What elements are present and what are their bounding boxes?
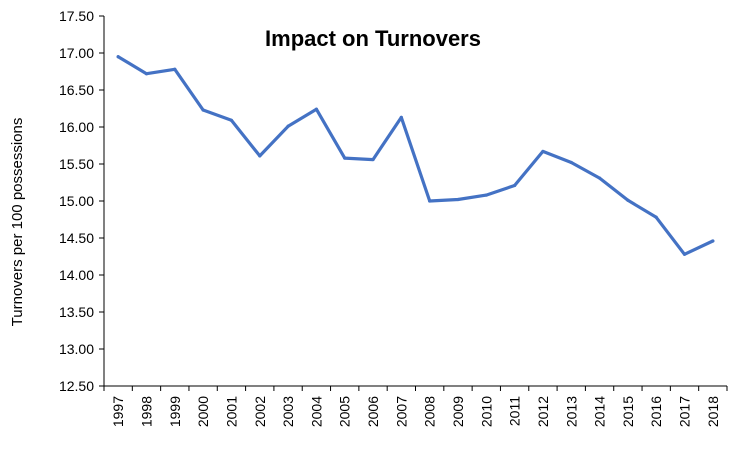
x-tick-label: 2005 [337,396,353,427]
data-point [371,157,375,162]
y-tick-label: 15.50 [59,156,94,172]
x-tick-label: 2009 [450,396,466,427]
data-point [173,67,177,71]
x-tick-label: 2013 [563,396,579,427]
data-point [229,118,234,122]
data-point [116,55,120,59]
x-tick-label: 1999 [167,396,183,427]
data-point [541,149,545,154]
x-axis: 1997 1998 1999 2000 2001 2002 2003 2004 2005 2006… [103,385,728,427]
y-tick-label: 14.50 [59,230,94,246]
y-axis-title: Turnovers per 100 possessions [9,118,26,327]
y-axis: 12.50 13.00 13.50 14.00 14.50 15.00 15.50 16.00… [59,8,105,394]
data-point [286,124,290,128]
x-tick-label: 1998 [138,396,154,427]
data-point [201,108,205,112]
data-point [456,197,460,202]
data-point [711,239,715,243]
x-tick-label: 1997 [110,396,126,427]
data-point [428,199,432,203]
x-tick-label: 2006 [365,396,381,427]
data-point [513,183,517,188]
y-tick-label: 16.00 [59,119,94,135]
data-point [597,176,602,180]
x-tick-label: 2007 [393,396,409,427]
y-tick-label: 15.00 [59,193,94,209]
x-tick-label: 2016 [648,396,664,427]
x-tick-label: 2008 [422,396,438,427]
data-point [343,156,347,160]
data-point [314,107,318,111]
data-point [399,115,403,119]
y-tick-label: 14.00 [59,267,94,283]
chart-title: Impact on Turnovers [265,26,481,51]
x-tick-label: 2003 [280,396,296,427]
x-tick-label: 2001 [223,396,239,427]
x-tick-label: 2012 [535,396,551,427]
data-point [569,160,573,165]
data-point [626,198,630,202]
data-point [484,193,488,197]
y-tick-label: 13.00 [59,341,94,357]
x-tick-label: 2004 [308,396,324,427]
series-line-group [116,55,715,256]
x-tick-label: 2002 [252,396,268,427]
x-tick-label: 2014 [592,396,608,427]
x-tick-label: 2010 [478,396,494,427]
y-tick-label: 16.50 [59,82,94,98]
data-point [144,72,149,76]
x-tick-label: 2015 [620,396,636,427]
data-point [682,252,687,256]
x-tick-label: 2011 [507,396,523,426]
x-tick-label: 2000 [195,396,211,427]
series-line [116,55,715,256]
data-point [258,154,262,158]
x-tick-label: 2018 [705,396,721,427]
data-point [654,215,658,219]
y-tick-label: 17.50 [59,8,94,24]
y-tick-label: 17.00 [59,45,94,61]
x-tick-label: 2017 [677,396,693,427]
y-tick-label: 12.50 [59,378,94,394]
y-tick-label: 13.50 [59,304,94,320]
